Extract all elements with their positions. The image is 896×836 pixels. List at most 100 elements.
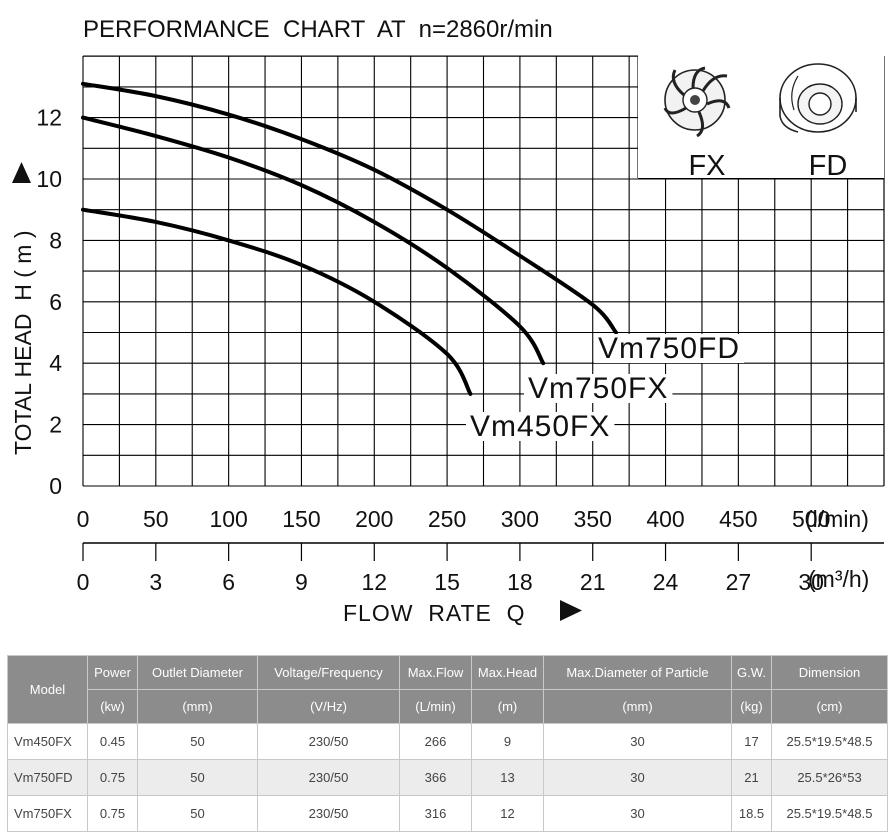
cell-outlet-diameter: 50 (137, 723, 258, 760)
x-tick-label-lmin: 300 (501, 506, 539, 532)
y-axis: 0 2 4 6 8 10 12 (36, 105, 62, 499)
unit-voltage-frequency: (V/Hz) (257, 689, 400, 724)
x-tick-label-lmin: 250 (428, 506, 466, 532)
curve-Vm450FX (81, 207, 473, 396)
x-unit-m3h: (m³/h) (808, 566, 869, 592)
header-gw: G.W. (731, 655, 772, 690)
y-tick-label: 12 (36, 105, 62, 131)
cell-power: 0.75 (87, 795, 138, 832)
x-tick-label-m3h: 24 (653, 569, 679, 595)
table-row: Vm450FX 0.45 50 230/50 266 9 30 17 25.5*… (7, 723, 888, 760)
header-dimension: Dimension (771, 655, 888, 690)
header-max-head: Max.Head (471, 655, 544, 690)
header-outlet-diameter: Outlet Diameter (137, 655, 258, 690)
x-tick-label-m3h: 6 (222, 569, 235, 595)
y-tick-label: 8 (49, 227, 62, 253)
cell-model: Vm750FX (7, 795, 88, 832)
curve-label-Vm750FX: Vm750FX (528, 372, 668, 405)
curve-Vm750FX (81, 115, 546, 366)
cell-gw: 18.5 (731, 795, 772, 832)
cell-gw: 21 (731, 759, 772, 796)
y-tick-label: 10 (36, 166, 62, 192)
cell-dimension: 25.5*26*53 (771, 759, 888, 796)
cell-max-particle: 30 (543, 723, 732, 760)
y-tick-label: 2 (49, 412, 62, 438)
unit-dimension: (cm) (771, 689, 888, 724)
cell-voltage-frequency: 230/50 (257, 795, 400, 832)
curve-label-bg (524, 374, 673, 403)
cell-max-head: 9 (471, 723, 544, 760)
cell-model: Vm750FD (7, 759, 88, 796)
x-tick-label-m3h: 0 (77, 569, 90, 595)
table-header-row: Model Power Outlet Diameter Voltage/Freq… (7, 655, 888, 724)
y-axis-title: TOTAL HEAD H ( m ) (10, 231, 36, 455)
unit-max-head: (m) (471, 689, 544, 724)
x-tick-label-lmin: 400 (646, 506, 684, 532)
x-tick-label-lmin: 100 (209, 506, 247, 532)
fx-label: FX (688, 150, 725, 182)
fd-label: FD (809, 150, 848, 182)
curve-label-Vm450FX: Vm450FX (470, 410, 610, 443)
cell-power: 0.45 (87, 723, 138, 760)
x-tick-label-m3h: 27 (726, 569, 752, 595)
x-axis-lmin: 0 50 100 150 200 250 300 350 400 450 500(l/min) (77, 506, 869, 532)
x-tick-label-lmin: 500 (792, 506, 830, 532)
x-tick-label-m3h: 30 (798, 569, 824, 595)
performance-chart: PERFORMANCE CHART AT n=2860r/min 0246810… (10, 16, 885, 626)
spec-table: Model Power Outlet Diameter Voltage/Freq… (7, 655, 888, 832)
header-max-flow: Max.Flow (399, 655, 472, 690)
unit-gw: (kg) (731, 689, 772, 724)
cell-max-flow: 366 (399, 759, 472, 796)
cell-voltage-frequency: 230/50 (257, 723, 400, 760)
header-max-particle: Max.Diameter of Particle (543, 655, 732, 690)
performance-curves: Vm750FD Vm750FX Vm450FX (81, 81, 745, 443)
x-axis-title: FLOW RATE Q (343, 600, 526, 626)
y-tick-label: 4 (49, 350, 62, 376)
x-tick-label-lmin: 150 (282, 506, 320, 532)
x-tick-label-m3h: 12 (361, 569, 387, 595)
header-model: Model (7, 655, 88, 724)
unit-max-flow: (L/min) (399, 689, 472, 724)
unit-outlet-diameter: (mm) (137, 689, 258, 724)
header-power: Power (87, 655, 138, 690)
unit-power: (kw) (87, 689, 138, 724)
table-unit-row: (kw) (mm) (V/Hz) (L/min) (m) (mm) (kg) (… (8, 689, 888, 724)
cell-max-flow: 316 (399, 795, 472, 832)
curve-label-bg (594, 334, 745, 363)
cell-model: Vm450FX (7, 723, 88, 760)
cell-dimension: 25.5*19.5*48.5 (771, 723, 888, 760)
cell-max-particle: 30 (543, 759, 732, 796)
chart-title: PERFORMANCE CHART AT n=2860r/min (83, 16, 553, 43)
y-axis-arrow-icon (12, 162, 31, 183)
x-tick-label-m3h: 21 (580, 569, 606, 595)
x-tick-label-lmin: 450 (719, 506, 757, 532)
curve-label-Vm750FD: Vm750FD (598, 332, 740, 365)
x-tick-label-lmin: 350 (574, 506, 612, 532)
x-axis-arrow-icon (560, 600, 582, 621)
x-tick-label-m3h: 3 (149, 569, 162, 595)
unit-max-particle: (mm) (543, 689, 732, 724)
cell-max-particle: 30 (543, 795, 732, 832)
curve-Vm750FD (81, 81, 619, 335)
x-tick-label-m3h: 9 (295, 569, 308, 595)
x-tick-label-lmin: 0 (77, 506, 90, 532)
table-row: Vm750FD 0.75 50 230/50 366 13 30 21 25.5… (7, 759, 888, 796)
x-tick-label-lmin: 200 (355, 506, 393, 532)
curve-label-bg (466, 412, 615, 441)
table-row: Vm750FX 0.75 50 230/50 316 12 30 18.5 25… (7, 795, 888, 832)
cell-max-head: 13 (471, 759, 544, 796)
cell-dimension: 25.5*19.5*48.5 (771, 795, 888, 832)
x-tick-label-m3h: 18 (507, 569, 533, 595)
cell-gw: 17 (731, 723, 772, 760)
cell-power: 0.75 (87, 759, 138, 796)
fx-impeller-icon (663, 66, 731, 138)
header-voltage-frequency: Voltage/Frequency (257, 655, 400, 690)
cell-max-head: 12 (471, 795, 544, 832)
y-tick-label: 0 (49, 473, 62, 499)
x-unit-lmin: (l/min) (805, 506, 869, 532)
x-tick-label-lmin: 50 (143, 506, 169, 532)
x-tick-label-m3h: 15 (434, 569, 460, 595)
cell-max-flow: 266 (399, 723, 472, 760)
x-axis-m3h: 0 3 6 9 12 15 18 21 24 27 30(m³/h) (77, 542, 884, 595)
cell-voltage-frequency: 230/50 (257, 759, 400, 796)
